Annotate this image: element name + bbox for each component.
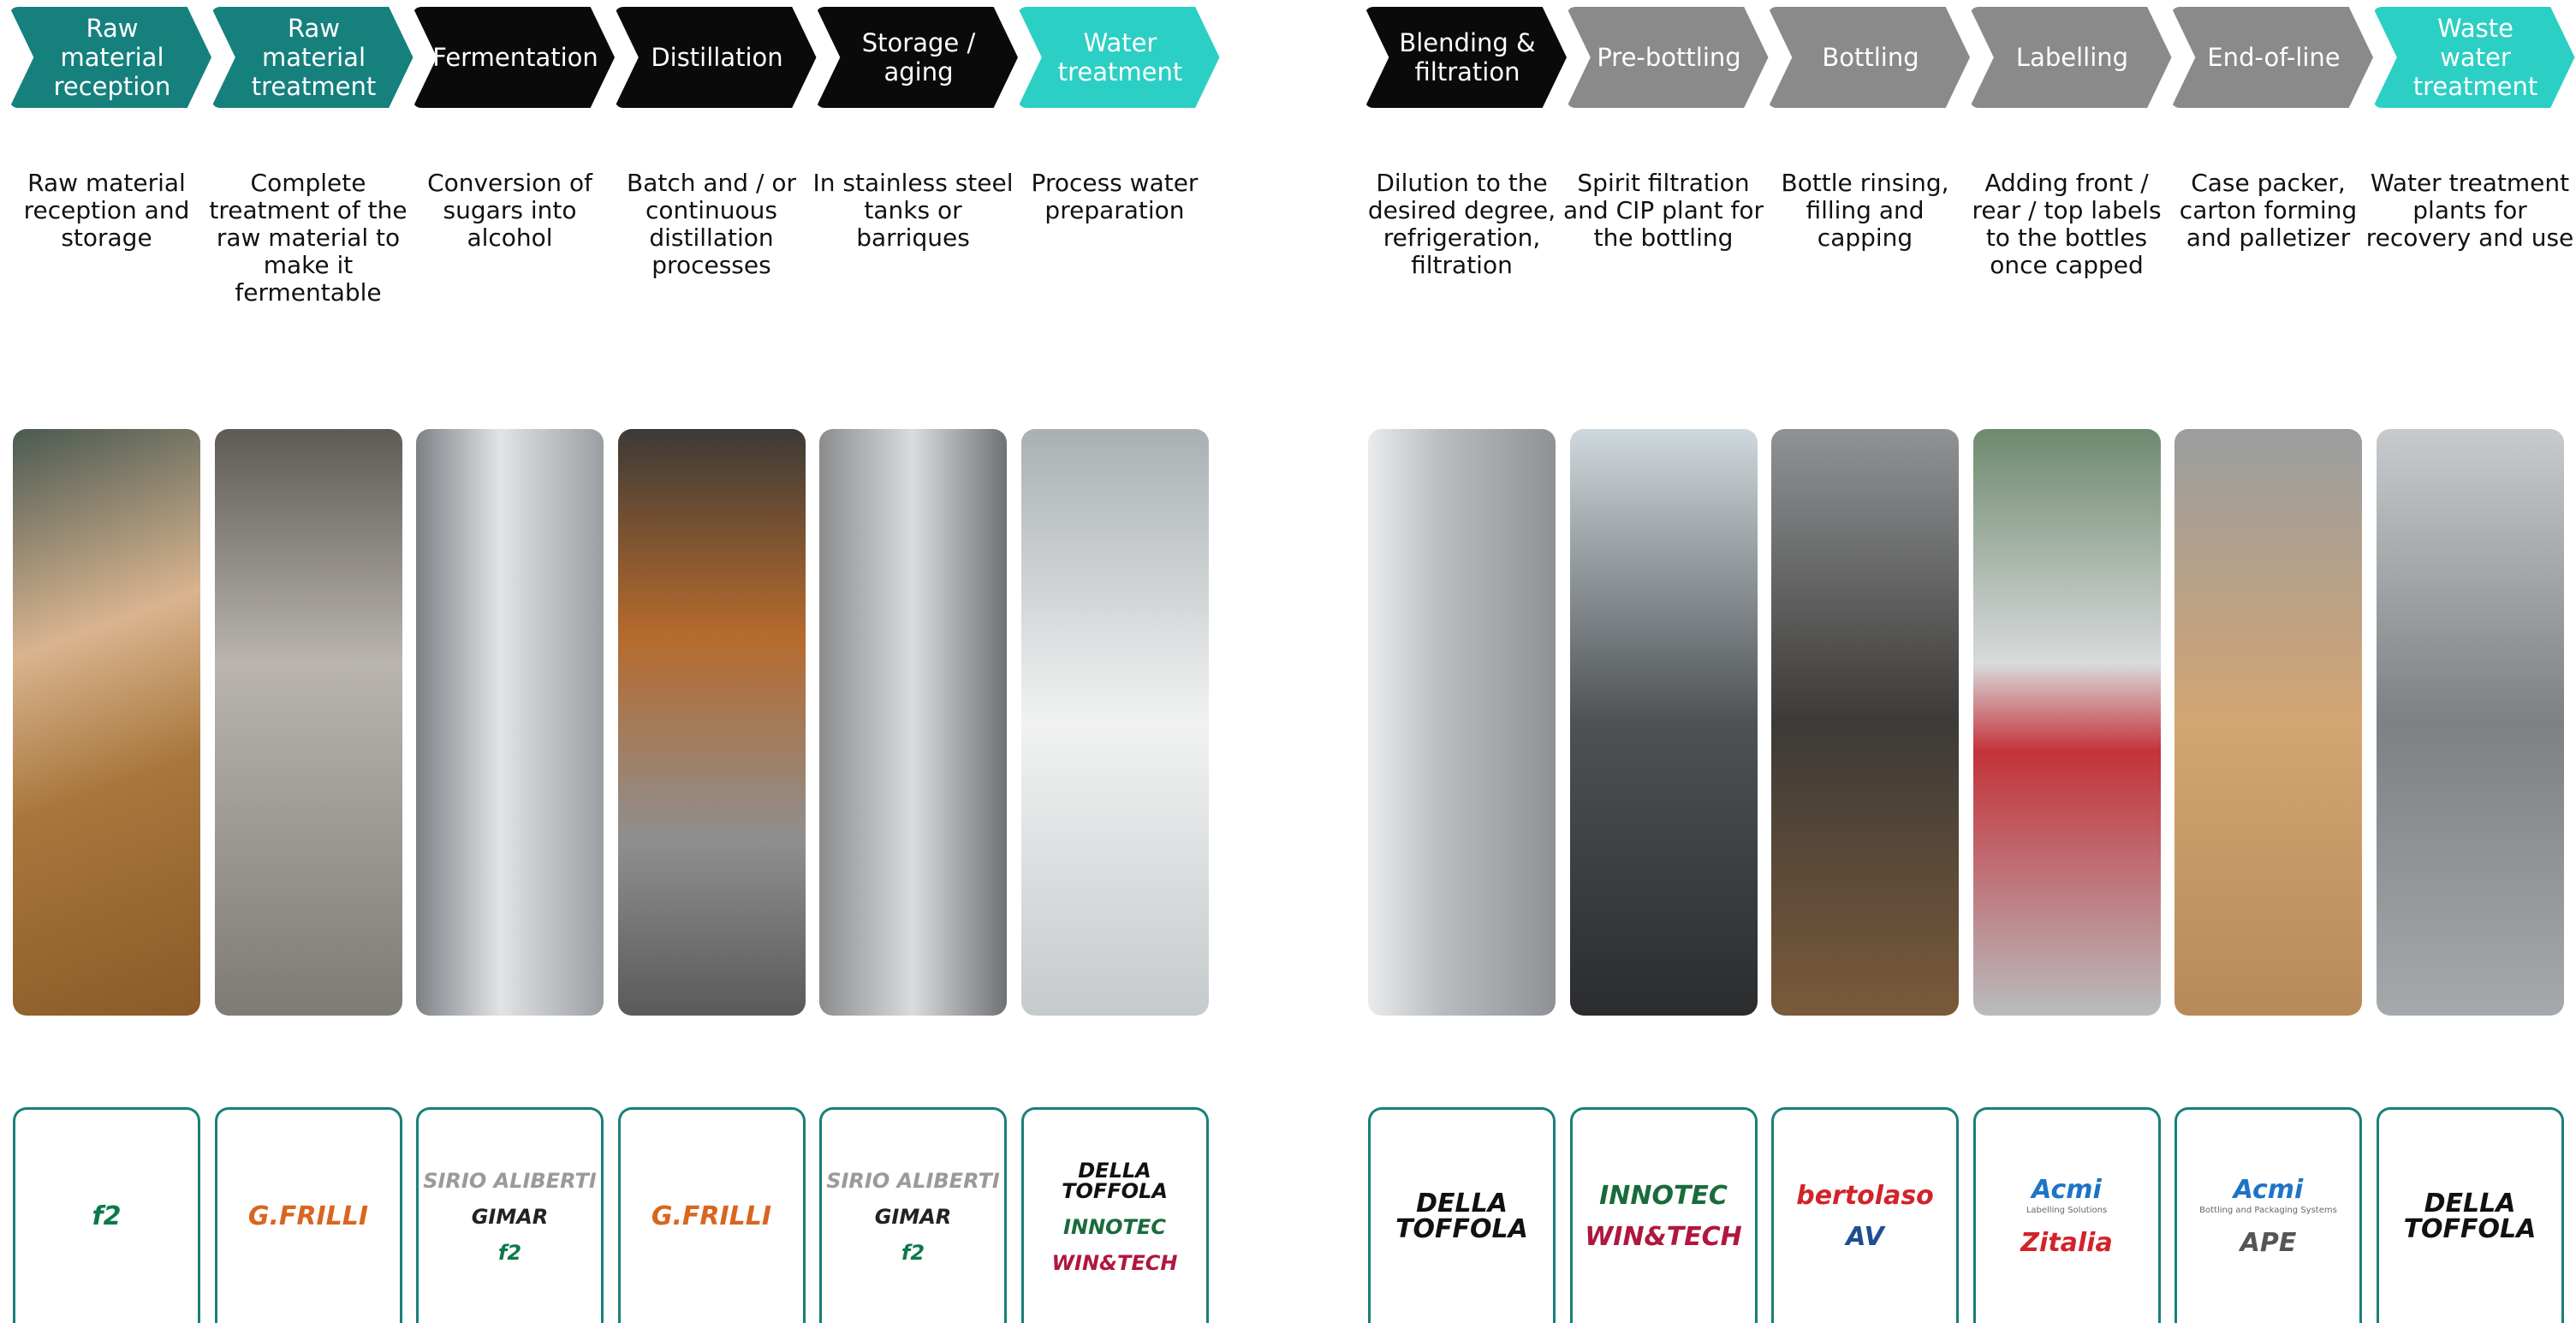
logo-text: INNOTEC bbox=[1599, 1181, 1728, 1211]
step-description: Water treatment plants for recovery and … bbox=[2363, 170, 2576, 252]
logo-box: bertolaso AV bbox=[1771, 1107, 1959, 1323]
step-description: Spirit filtration and CIP plant for the … bbox=[1556, 170, 1770, 252]
logo: INNOTEC bbox=[1063, 1217, 1166, 1237]
step-header: End-of-line bbox=[2171, 7, 2373, 108]
logo-box: SIRIO ALIBERTI GIMAR f2 bbox=[416, 1107, 604, 1323]
logo-box: f2 bbox=[13, 1107, 200, 1323]
logo: f2 bbox=[92, 1204, 122, 1230]
step-description: Dilution to the desired degree, refriger… bbox=[1355, 170, 1569, 279]
logo-text: AV bbox=[1846, 1222, 1883, 1252]
step-description: Raw material reception and storage bbox=[0, 170, 214, 252]
photo bbox=[1771, 429, 1959, 1016]
logo-box: Acmi Labelling Solutions Zitalia bbox=[1973, 1107, 2161, 1323]
step-header: Blending & filtration bbox=[1365, 7, 1567, 108]
logo-text: DELLA TOFFOLA bbox=[1395, 1189, 1528, 1244]
step-description: Complete treatment of the raw material t… bbox=[201, 170, 415, 307]
photo bbox=[215, 429, 402, 1016]
logo: DELLA TOFFOLA bbox=[1024, 1160, 1206, 1201]
photo bbox=[1368, 429, 1556, 1016]
logo-text: G.FRILLI bbox=[651, 1201, 771, 1231]
logo: Acmi Labelling Solutions bbox=[2026, 1177, 2107, 1215]
step-description: Case packer, carton forming and palletiz… bbox=[2162, 170, 2376, 252]
logo: APE bbox=[2240, 1231, 2297, 1256]
logo-box: G.FRILLI bbox=[215, 1107, 402, 1323]
logo-box: SIRIO ALIBERTI GIMAR f2 bbox=[819, 1107, 1007, 1323]
step-description: Adding front / rear / top labels to the … bbox=[1960, 170, 2174, 279]
logo: AV bbox=[1846, 1225, 1883, 1250]
logo-box: G.FRILLI bbox=[618, 1107, 806, 1323]
logo: Zitalia bbox=[2020, 1231, 2112, 1256]
logo-text: APE bbox=[2240, 1228, 2297, 1258]
step-header: Waste water treatment bbox=[2373, 7, 2575, 108]
step-description: Batch and / or continuous distillation p… bbox=[604, 170, 818, 279]
logo: INNOTEC bbox=[1599, 1183, 1728, 1209]
logo-text: WIN&TECH bbox=[1585, 1222, 1742, 1252]
logo-text: Acmi bbox=[2032, 1175, 2102, 1205]
logo: bertolaso bbox=[1796, 1183, 1934, 1209]
photo bbox=[2174, 429, 2362, 1016]
photo bbox=[618, 429, 806, 1016]
logo-text: SIRIO ALIBERTI bbox=[826, 1169, 1000, 1193]
logo-text: Zitalia bbox=[2020, 1228, 2112, 1258]
step-description: Process water preparation bbox=[1008, 170, 1222, 224]
logo: f2 bbox=[901, 1243, 925, 1263]
logo-text: SIRIO ALIBERTI bbox=[423, 1169, 597, 1193]
step-header: Raw material reception bbox=[9, 7, 211, 108]
logo-text: INNOTEC bbox=[1063, 1215, 1166, 1239]
step-header: Raw material treatment bbox=[211, 7, 413, 108]
logo-tagline: Labelling Solutions bbox=[2026, 1207, 2107, 1215]
logo: Acmi Bottling and Packaging Systems bbox=[2199, 1177, 2337, 1215]
step-header: Pre-bottling bbox=[1567, 7, 1769, 108]
step-header: Labelling bbox=[1970, 7, 2172, 108]
photo bbox=[2377, 429, 2564, 1016]
logo-text: Acmi bbox=[2234, 1175, 2304, 1205]
logo: SIRIO ALIBERTI bbox=[826, 1171, 1000, 1191]
step-description: Conversion of sugars into alcohol bbox=[403, 170, 617, 252]
photo bbox=[13, 429, 200, 1016]
logo-text: WIN&TECH bbox=[1052, 1251, 1178, 1275]
page: Raw material reception Raw material recep… bbox=[0, 0, 2576, 1323]
step-description: In stainless steel tanks or barriques bbox=[806, 170, 1020, 252]
step-header: Water treatment bbox=[1018, 7, 1220, 108]
step-header: Fermentation bbox=[413, 7, 615, 108]
logo: f2 bbox=[498, 1243, 521, 1263]
logo-box: Acmi Bottling and Packaging Systems APE bbox=[2174, 1107, 2362, 1323]
logo: G.FRILLI bbox=[248, 1204, 368, 1230]
logo: GIMAR bbox=[875, 1207, 952, 1227]
logo: DELLA TOFFOLA bbox=[1371, 1191, 1553, 1243]
photo bbox=[1973, 429, 2161, 1016]
photo bbox=[416, 429, 604, 1016]
logo-text: f2 bbox=[498, 1241, 521, 1265]
photo bbox=[1570, 429, 1758, 1016]
photo bbox=[819, 429, 1007, 1016]
step-header: Bottling bbox=[1768, 7, 1970, 108]
logo: G.FRILLI bbox=[651, 1204, 771, 1230]
logo-text: DELLA TOFFOLA bbox=[1062, 1159, 1168, 1203]
logo-box: DELLA TOFFOLA INNOTEC WIN&TECH bbox=[1021, 1107, 1209, 1323]
logo: WIN&TECH bbox=[1052, 1253, 1178, 1273]
logo-text: f2 bbox=[901, 1241, 925, 1265]
logo-text: f2 bbox=[92, 1201, 122, 1231]
logo: DELLA TOFFOLA bbox=[2379, 1191, 2561, 1243]
logo: GIMAR bbox=[472, 1207, 549, 1227]
logo-text: GIMAR bbox=[472, 1205, 549, 1229]
logo-box: DELLA TOFFOLA bbox=[1368, 1107, 1556, 1323]
logo-box: INNOTEC WIN&TECH bbox=[1570, 1107, 1758, 1323]
step-description: Bottle rinsing, filling and capping bbox=[1758, 170, 1972, 252]
logo-text: DELLA TOFFOLA bbox=[2404, 1189, 2537, 1244]
logo-text: bertolaso bbox=[1796, 1181, 1934, 1211]
logo-tagline: Bottling and Packaging Systems bbox=[2199, 1207, 2337, 1215]
logo: SIRIO ALIBERTI bbox=[423, 1171, 597, 1191]
step-header: Storage / aging bbox=[816, 7, 1018, 108]
logo-box: DELLA TOFFOLA bbox=[2377, 1107, 2564, 1323]
photo bbox=[1021, 429, 1209, 1016]
logo: WIN&TECH bbox=[1585, 1225, 1742, 1250]
logo-text: GIMAR bbox=[875, 1205, 952, 1229]
logo-text: G.FRILLI bbox=[248, 1201, 368, 1231]
step-header: Distillation bbox=[615, 7, 817, 108]
